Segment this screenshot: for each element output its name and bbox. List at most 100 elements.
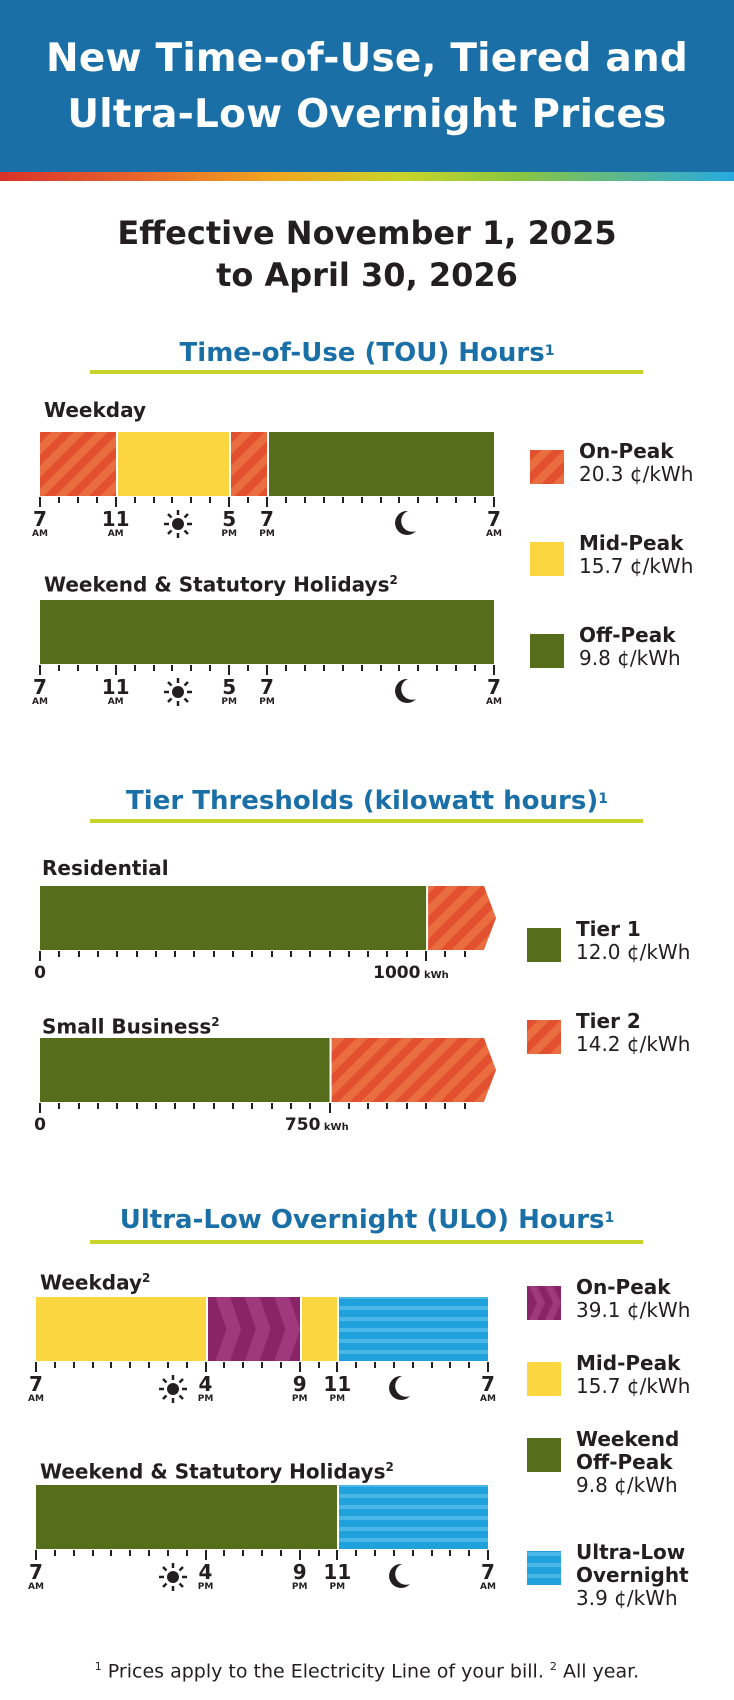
tick-hour: 7	[33, 507, 47, 531]
axis-tick-label: 11 PM	[323, 1374, 351, 1404]
axis-tick	[96, 951, 99, 957]
axis-tick	[309, 1103, 312, 1109]
legend-swatch	[527, 1020, 561, 1054]
axis-tick	[386, 1103, 389, 1109]
legend-price: 12.0 ¢/kWh	[576, 940, 691, 964]
tick-ampm: AM	[480, 1582, 496, 1592]
axis-tick	[110, 1550, 113, 1556]
tick-hour: 7	[29, 1372, 43, 1396]
axis-tick	[96, 1103, 99, 1109]
axis-tick	[212, 951, 215, 957]
legend-price: 20.3 ¢/kWh	[579, 462, 694, 486]
axis-tick	[322, 497, 325, 503]
axis-tick-label: 7 PM	[259, 509, 275, 539]
axis-tick	[76, 497, 79, 503]
legend-swatch	[527, 1362, 561, 1396]
axis-tick	[392, 1362, 395, 1368]
axis-tick	[72, 1362, 75, 1368]
tier-1-segment	[40, 886, 427, 950]
tick-hour: 7	[481, 1560, 495, 1584]
tick-hour: 11	[101, 675, 130, 699]
footnote-text-2: All year.	[556, 1660, 640, 1683]
axis-tick	[193, 951, 196, 957]
axis-tick	[58, 951, 61, 957]
axis-tick	[374, 1362, 376, 1368]
effective-date-line-2: to April 30, 2026	[216, 256, 518, 294]
axis-tick	[379, 497, 382, 503]
axis-tick	[270, 951, 273, 957]
axis-tick	[463, 951, 466, 957]
axis-tick	[322, 665, 325, 671]
axis-tick	[232, 1103, 235, 1109]
axis-tick	[39, 497, 41, 507]
axis-tick	[58, 1103, 61, 1109]
sun-icon	[158, 1374, 188, 1407]
tick-hour: 4	[198, 1560, 213, 1584]
legend-name: Ultra-Low Overnight	[576, 1540, 689, 1587]
axis-tick	[266, 497, 268, 507]
page-title-line-1: New Time-of-Use, Tiered and	[46, 36, 688, 81]
axis-tick	[367, 951, 370, 957]
mid-peak-segment	[299, 1297, 338, 1361]
page-title-line-2: Ultra-Low Overnight Prices	[67, 92, 667, 137]
tou-weekend-axis: 7 AM 11 AM 5 PM 7 PM 7 AM	[32, 665, 502, 707]
axis-tick	[317, 1362, 320, 1368]
ulo-weekend-label: Weekend & Statutory Holidays2	[40, 1455, 394, 1484]
tick-ampm: PM	[329, 1582, 346, 1592]
axis-tick	[114, 497, 117, 507]
axis-tick	[411, 1362, 414, 1368]
axis-tick-label: 11 AM	[102, 677, 130, 707]
off-peak-segment	[36, 1485, 338, 1549]
tier-2-segment	[331, 1038, 496, 1102]
axis-tick	[39, 665, 41, 675]
axis-tick	[341, 497, 344, 503]
tick-hour: 7	[33, 675, 47, 699]
axis-tick-label: 4 PM	[198, 1374, 214, 1404]
axis-tick-label: 5 PM	[221, 509, 237, 539]
axis-tick-label: 7 PM	[259, 677, 275, 707]
moon-icon	[386, 1562, 412, 1593]
legend-swatch	[530, 542, 564, 576]
tick-hour: 5	[222, 507, 237, 531]
tick-ampm: PM	[329, 1394, 346, 1404]
axis-tick	[493, 497, 495, 507]
axis-tick	[223, 1362, 226, 1368]
axis-tick	[171, 497, 174, 503]
tick-ampm: PM	[221, 697, 237, 707]
axis-tick	[135, 1103, 138, 1109]
axis-tick	[242, 1550, 245, 1556]
tier-residential-axis: 0 1000 kWh	[34, 951, 496, 991]
axis-tick	[204, 1550, 207, 1560]
tick-ampm: AM	[32, 697, 48, 707]
tier-title-text: Tier Thresholds (kilowatt hours)	[126, 786, 599, 816]
tick-ampm: PM	[259, 697, 275, 707]
axis-tick	[152, 665, 155, 671]
tier-zero-label: 0	[34, 963, 46, 983]
moon-icon	[392, 509, 418, 540]
axis-tick	[110, 1362, 113, 1368]
axis-tick	[360, 665, 363, 671]
legend-price: 39.1 ¢/kWh	[576, 1298, 691, 1322]
ulo-title-text: Ultra-Low Overnight (ULO) Hours	[119, 1205, 605, 1235]
ulo-title-rule	[90, 1240, 643, 1244]
moon-icon	[386, 1374, 412, 1405]
legend-name: On-Peak	[579, 439, 674, 463]
axis-tick-label: 7 AM	[32, 509, 48, 539]
axis-tick	[53, 1362, 56, 1368]
tick-hour: 11	[101, 507, 130, 531]
legend-swatch	[530, 450, 564, 484]
ulo-weekend-footnote: 2	[385, 1460, 394, 1474]
sun-icon	[163, 677, 193, 710]
mid-peak-segment	[115, 432, 230, 496]
axis-tick	[449, 1550, 452, 1556]
axis-tick-label: 9 PM	[292, 1374, 308, 1404]
axis-tick	[405, 951, 408, 957]
axis-tick-label: 9 PM	[292, 1562, 308, 1592]
axis-tick	[279, 1550, 282, 1556]
axis-tick	[72, 1550, 75, 1556]
tier-title-rule	[90, 819, 643, 823]
axis-tick	[298, 1362, 301, 1372]
ulo-weekday-bar	[36, 1297, 488, 1361]
tier-small-business-footnote: 2	[211, 1015, 220, 1029]
legend-price: 15.7 ¢/kWh	[576, 1374, 691, 1398]
